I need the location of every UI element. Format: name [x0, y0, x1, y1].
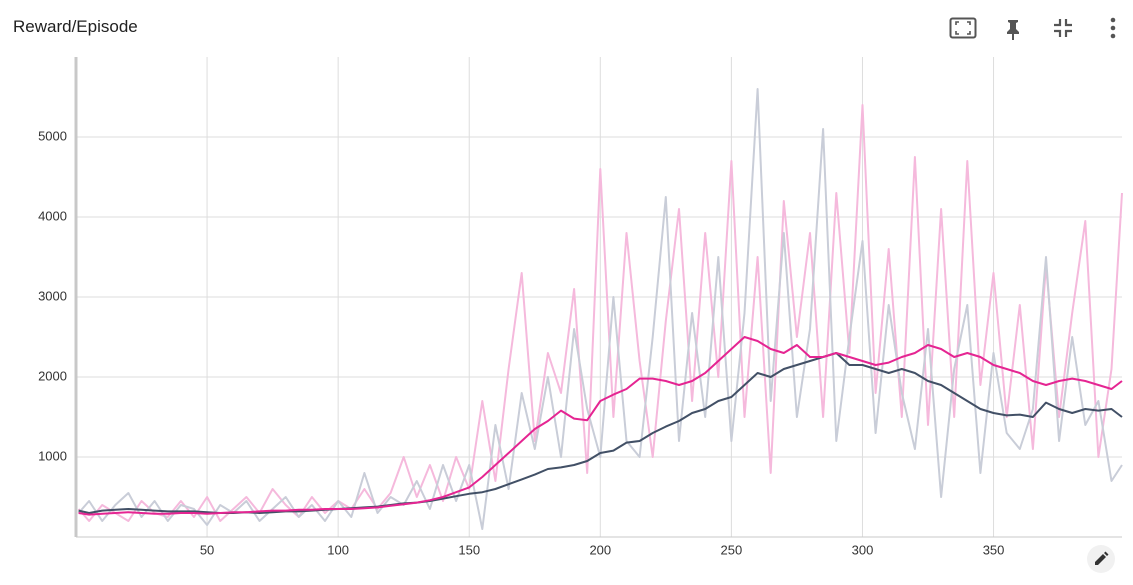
x-tick-label: 50 [200, 542, 214, 557]
x-tick-label: 150 [458, 542, 480, 557]
series-line [78, 352, 1123, 514]
card-title: Reward/Episode [13, 17, 138, 36]
y-tick-label: 5000 [38, 128, 67, 143]
x-tick-label: 200 [589, 542, 611, 557]
y-tick-label: 1000 [38, 448, 67, 463]
series-line [77, 88, 1123, 530]
more-menu-button[interactable] [1099, 14, 1127, 42]
edit-button[interactable] [1086, 544, 1116, 574]
series-line [78, 336, 1123, 516]
fullscreen-button[interactable] [949, 14, 977, 42]
y-tick-label: 2000 [38, 368, 67, 383]
x-tick-label: 100 [327, 542, 349, 557]
x-tick-label: 350 [983, 542, 1005, 557]
x-tick-label: 250 [721, 542, 743, 557]
y-tick-label: 4000 [38, 208, 67, 223]
pin-button[interactable] [999, 14, 1027, 42]
collapse-button[interactable] [1049, 14, 1077, 42]
x-tick-label: 300 [852, 542, 874, 557]
y-tick-label: 3000 [38, 288, 67, 303]
series-line [77, 104, 1123, 522]
